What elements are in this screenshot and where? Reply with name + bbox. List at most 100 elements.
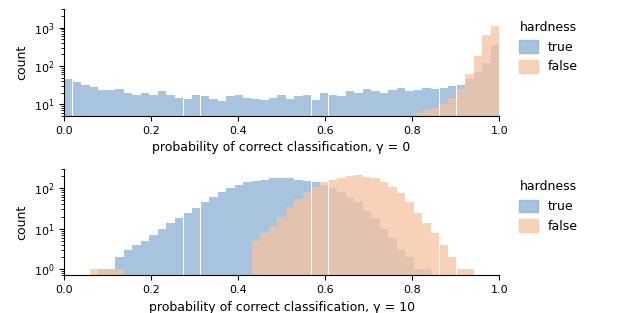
Bar [107,90,115,313]
Bar [149,235,158,313]
Bar [90,120,98,313]
Bar [124,93,132,313]
Bar [72,82,81,313]
Bar [328,188,337,313]
Bar [107,269,115,313]
Y-axis label: count: count [15,45,28,80]
Bar [226,96,235,313]
Bar [98,269,107,313]
Bar [98,120,107,313]
Bar [440,88,448,313]
Bar [388,90,397,313]
Bar [107,120,115,313]
Bar [269,178,277,313]
X-axis label: probability of correct classification, γ = 0: probability of correct classification, γ… [152,141,411,154]
Bar [200,96,209,313]
Bar [149,95,158,313]
Bar [269,116,277,313]
Bar [499,39,508,313]
Bar [388,187,397,313]
Bar [431,108,440,313]
Bar [200,116,209,313]
Bar [303,181,312,313]
Bar [269,98,277,313]
Bar [414,269,422,313]
Bar [363,116,371,313]
Bar [320,182,328,313]
Bar [422,223,431,313]
Bar [346,176,354,313]
Bar [158,229,166,313]
Bar [312,116,320,313]
Bar [440,245,448,313]
X-axis label: probability of correct classification, γ = 10: probability of correct classification, γ… [148,301,415,313]
Bar [81,85,90,313]
Bar [115,89,124,313]
Bar [414,113,422,313]
Bar [474,72,482,313]
Bar [175,218,184,313]
Bar [98,90,107,313]
Bar [252,116,260,313]
Bar [115,120,124,313]
Bar [397,88,405,313]
Bar [465,269,474,313]
Bar [166,223,175,313]
Bar [328,180,337,313]
Bar [184,213,192,313]
Bar [277,217,286,313]
Bar [346,116,354,313]
Bar [64,79,72,313]
Bar [192,95,200,313]
Bar [235,95,243,313]
Bar [482,35,491,313]
Bar [277,95,286,313]
Bar [371,218,380,313]
Bar [218,116,226,313]
Bar [371,116,380,313]
Bar [294,96,303,313]
Bar [124,250,132,313]
Bar [397,193,405,313]
Bar [252,181,260,313]
Bar [320,93,328,313]
Bar [465,74,474,313]
Bar [440,104,448,313]
Bar [448,86,456,313]
Bar [64,116,72,313]
Bar [243,182,252,313]
Bar [388,238,397,313]
Bar [90,87,98,313]
Bar [431,233,440,313]
Bar [312,100,320,313]
Bar [422,110,431,313]
Bar [303,95,312,313]
Bar [303,192,312,313]
Bar [456,85,465,313]
Bar [388,116,397,313]
Bar [320,116,328,313]
Bar [184,120,192,313]
Bar [209,116,218,313]
Bar [491,45,499,313]
Bar [158,120,166,313]
Bar [474,56,482,313]
Bar [294,116,303,313]
Bar [90,269,98,313]
Bar [132,245,141,313]
Bar [380,229,388,313]
Bar [141,120,149,313]
Bar [260,100,269,313]
Bar [456,89,465,313]
Bar [337,192,346,313]
Bar [124,120,132,313]
Bar [260,116,269,313]
Bar [397,116,405,313]
Bar [192,208,200,313]
Bar [218,192,226,313]
Bar [397,250,405,313]
Bar [337,177,346,313]
Bar [132,120,141,313]
Bar [252,99,260,313]
Bar [414,213,422,313]
